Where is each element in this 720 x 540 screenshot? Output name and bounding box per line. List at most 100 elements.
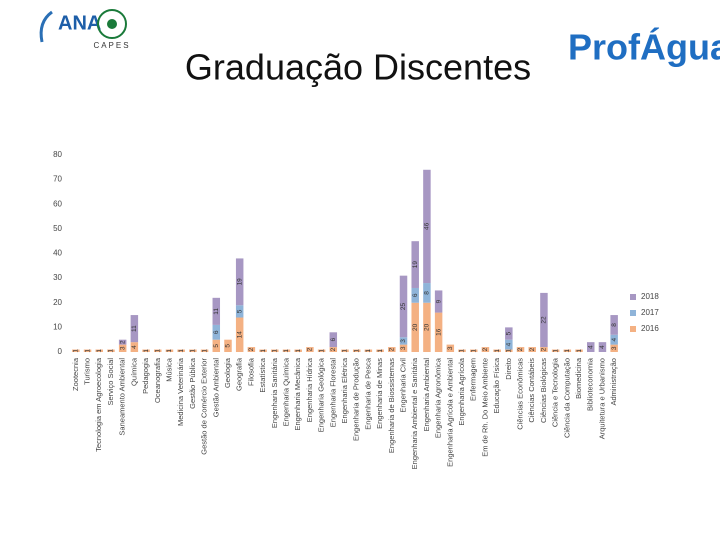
x-tick-label: Em de Rh. Do Meio Ambiente xyxy=(480,358,489,457)
bar-segment xyxy=(446,344,455,352)
y-tick-label: 60 xyxy=(53,199,62,208)
data-label: 1 xyxy=(342,349,349,353)
data-label: 1 xyxy=(377,349,384,353)
bar-segment xyxy=(83,349,92,352)
x-tick-label: Engenharia Hídrica xyxy=(305,357,314,422)
x-tick-label: Engenharia Ambiental xyxy=(422,358,431,432)
bar-segment xyxy=(458,349,466,352)
data-label: 2 xyxy=(119,340,126,344)
bar-segment xyxy=(142,349,150,352)
bar-segment xyxy=(505,339,513,350)
bar-segment xyxy=(154,349,162,352)
bar-segment xyxy=(329,347,338,352)
data-label: 4 xyxy=(131,345,138,349)
data-label: 1 xyxy=(166,349,173,353)
data-label: 1 xyxy=(201,349,208,353)
data-label: 1 xyxy=(295,349,302,353)
data-label: 22 xyxy=(541,316,548,324)
data-label: 3 xyxy=(400,346,407,350)
bar-segment xyxy=(235,317,244,352)
bar-segment xyxy=(505,327,513,340)
bar-segment xyxy=(282,349,291,352)
bar-segment xyxy=(364,349,373,352)
x-tick-label: Ciências Biológicas xyxy=(539,358,548,423)
x-tick-label: Geografia xyxy=(235,357,244,391)
bar-segment xyxy=(423,169,431,284)
bar-segment xyxy=(224,339,232,352)
bar-segment xyxy=(423,302,431,352)
capes-logo: CAPES xyxy=(93,9,130,50)
x-tick-label: Tecnologia em Agroecologia xyxy=(94,357,103,452)
data-label: 1 xyxy=(272,349,279,353)
data-label: 1 xyxy=(494,349,501,353)
bar-segment xyxy=(247,347,256,352)
data-label: 1 xyxy=(143,349,150,353)
data-label: 1 xyxy=(108,349,115,353)
data-label: 2 xyxy=(541,347,548,351)
x-tick-label: Arquitetura e Urbanismo xyxy=(597,358,606,439)
bar-segment xyxy=(329,332,338,348)
logo-text: CAPES xyxy=(93,41,130,50)
x-tick-label: Turismo xyxy=(83,358,92,385)
y-tick-label: 0 xyxy=(58,347,63,356)
data-label: 1 xyxy=(260,349,267,353)
bar-segment xyxy=(212,339,221,352)
x-tick-label: Engenharia Geológica xyxy=(317,357,326,432)
x-tick-label: Gestão Pública xyxy=(188,357,197,409)
data-label: 1 xyxy=(552,349,559,353)
data-label: 1 xyxy=(318,349,325,353)
bar-segment xyxy=(130,315,139,343)
data-label: 2 xyxy=(482,347,489,351)
x-tick-label: Enfermagem xyxy=(469,358,478,401)
x-tick-label: Engenharia Agrícola xyxy=(457,357,466,425)
bar-segment xyxy=(259,349,267,352)
y-tick-label: 30 xyxy=(53,273,62,282)
bar-segment xyxy=(130,342,139,352)
x-tick-label: Gestão Ambiental xyxy=(211,358,220,418)
x-tick-label: Biblioteconomia xyxy=(586,357,595,411)
bar-segment xyxy=(411,287,419,303)
data-label: 1 xyxy=(506,349,513,353)
data-label: 20 xyxy=(412,323,419,331)
x-tick-label: Geologia xyxy=(223,357,232,388)
y-tick-label: 10 xyxy=(53,322,62,331)
x-tick-label: Engenharia de Minas xyxy=(375,358,384,429)
x-tick-label: Engenharia Sanitária xyxy=(270,357,279,428)
bar-segment xyxy=(610,334,618,345)
data-label: 5 xyxy=(213,344,220,348)
data-label: 1 xyxy=(96,349,103,353)
bar-segment xyxy=(563,349,572,352)
legend-label: 2016 xyxy=(641,324,659,333)
bar-segment xyxy=(118,339,127,345)
bar-segment xyxy=(294,349,302,352)
bar-segment xyxy=(540,347,548,352)
bar-segment xyxy=(118,344,127,352)
data-label: 1 xyxy=(190,349,197,353)
data-label: 2 xyxy=(307,347,314,351)
bar-segment xyxy=(399,337,408,345)
legend-swatch xyxy=(630,326,636,332)
data-label: 2 xyxy=(330,347,337,351)
data-label: 1 xyxy=(283,349,290,353)
y-tick-label: 50 xyxy=(53,224,62,233)
data-label: 4 xyxy=(587,345,594,349)
data-label: 2 xyxy=(248,347,255,351)
data-label: 5 xyxy=(225,344,232,348)
data-label: 46 xyxy=(424,222,431,230)
bar-segment xyxy=(551,349,560,352)
data-label: 5 xyxy=(236,309,243,313)
y-tick-label: 20 xyxy=(53,298,62,307)
x-tick-label: Biomedicina xyxy=(574,357,583,399)
bar-segment xyxy=(200,349,209,352)
bar-segment xyxy=(189,349,197,352)
bar-segment xyxy=(411,302,419,352)
bar-segment xyxy=(352,349,361,352)
bar-segment xyxy=(528,347,536,352)
bar-segment xyxy=(587,342,595,352)
ana-logo: ANA xyxy=(39,10,101,43)
bar-segment xyxy=(399,275,408,338)
bar-segment xyxy=(575,349,583,352)
data-label: 11 xyxy=(131,325,138,332)
legend-label: 2017 xyxy=(641,308,659,317)
